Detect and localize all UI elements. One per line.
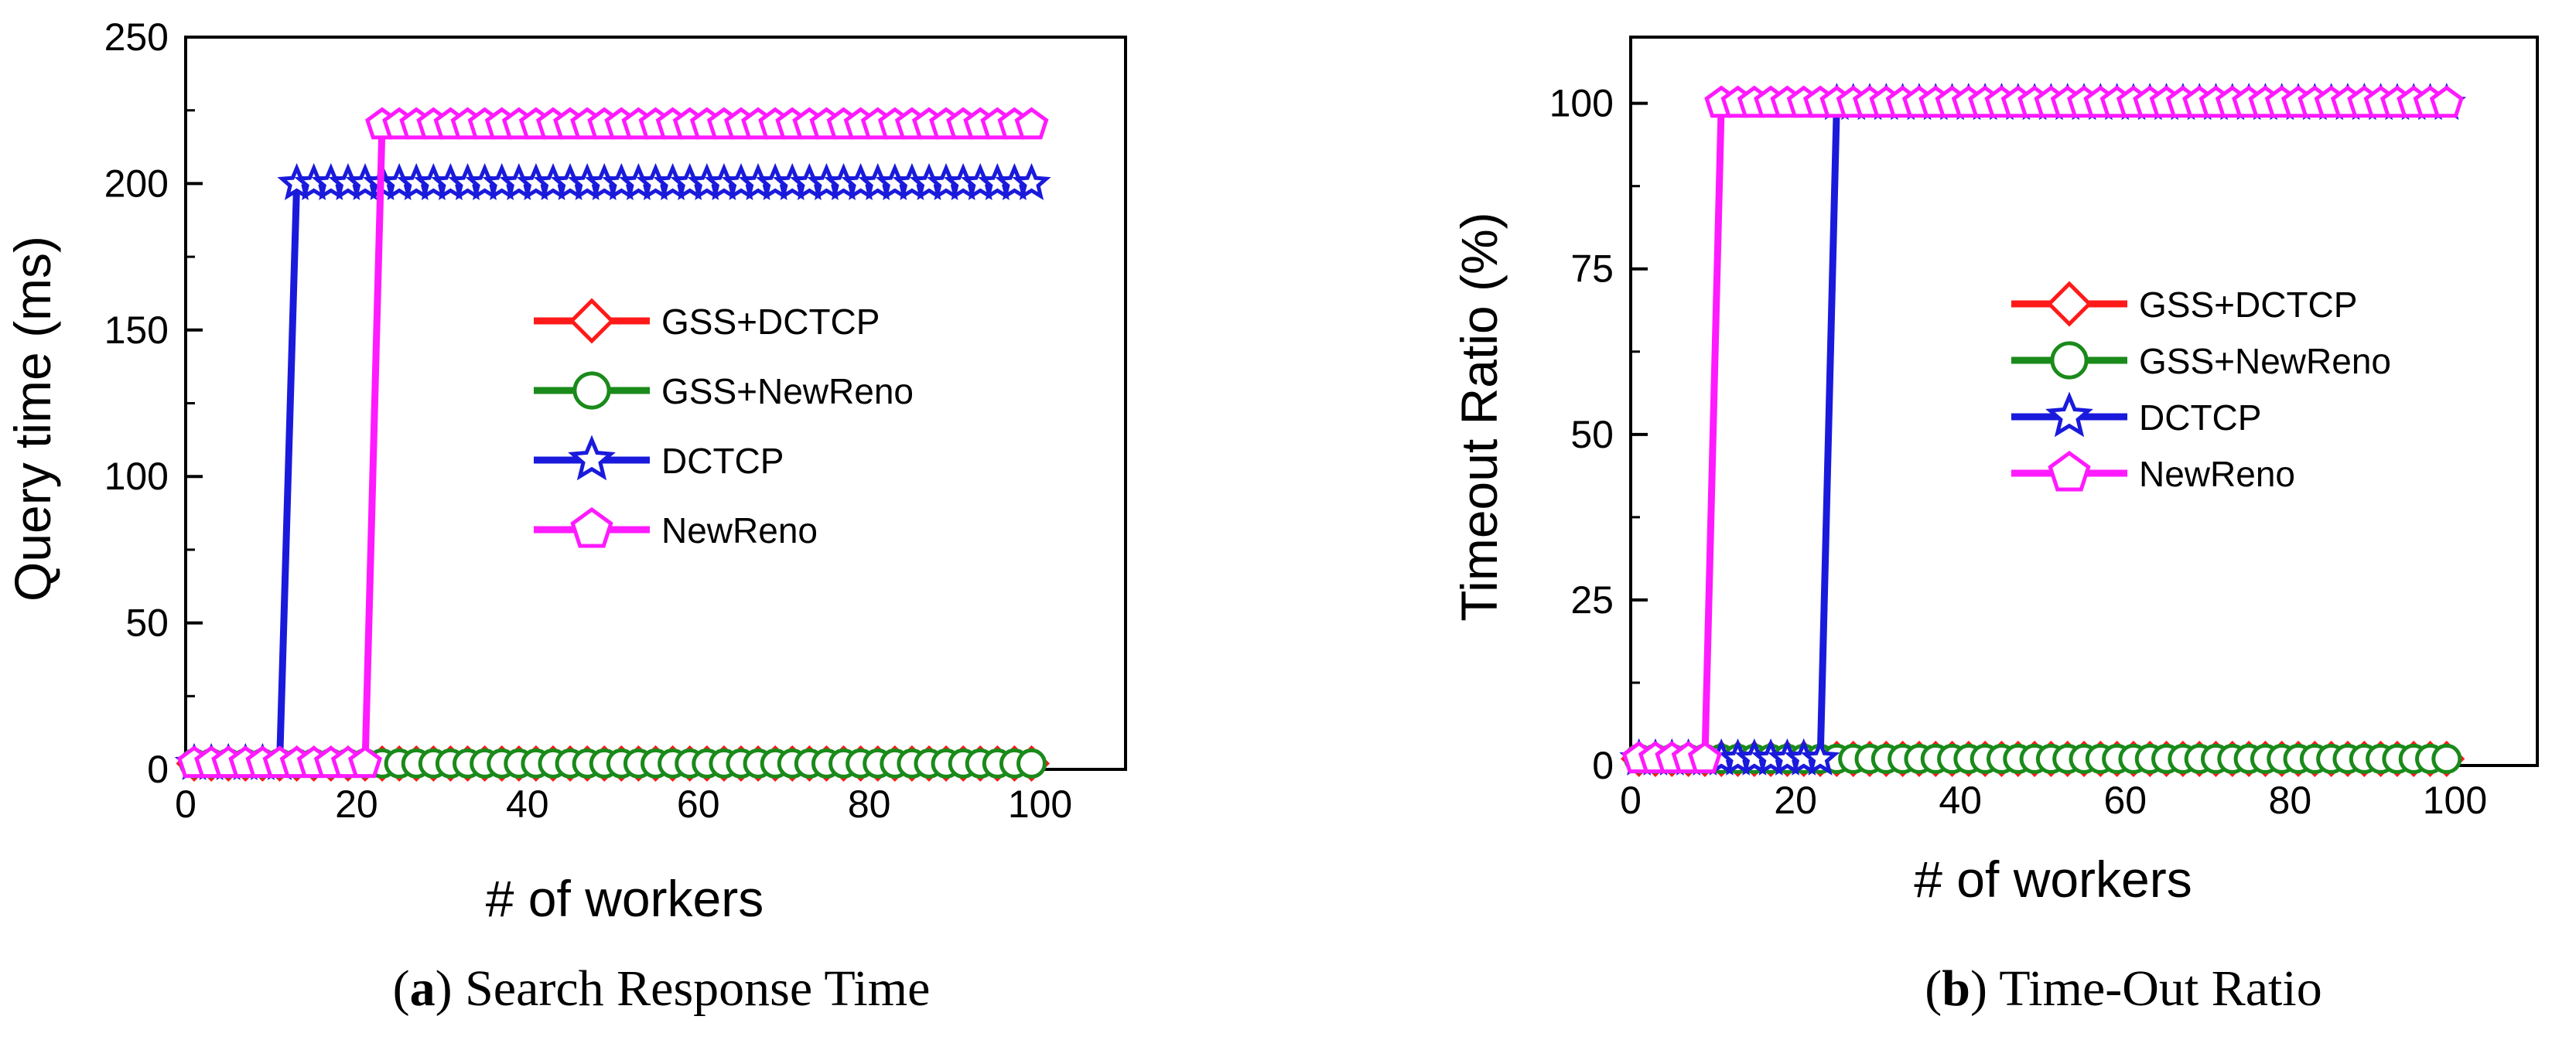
y-tick-label: 0	[1592, 744, 1614, 787]
chart-b: 0 20 40 60 80 100 0 25 50 75 100 # of workers Timeou…	[1450, 36, 2539, 1017]
y-tick-label: 50	[1570, 413, 1614, 456]
x-axis-label: # of workers	[1914, 851, 2192, 908]
caption-close: )	[1970, 960, 1987, 1017]
y-tick-label: 150	[104, 309, 169, 352]
figure-caption: (b) Time-Out Ratio	[1925, 960, 2321, 1017]
y-tick-label: 200	[104, 162, 169, 205]
caption-close: )	[436, 960, 453, 1017]
x-tick-label: 60	[2103, 779, 2147, 822]
series-line	[1638, 100, 2447, 762]
series-newreno	[177, 107, 1049, 779]
caption-letter: b	[1942, 960, 1970, 1017]
series-line	[194, 121, 1032, 767]
y-tick-label: 100	[104, 455, 169, 498]
legend-entry: GSS+DCTCP	[2011, 281, 2357, 327]
x-tick-label: 20	[335, 783, 378, 826]
caption-text: Search Response Time	[453, 960, 931, 1017]
legend-marker	[569, 298, 615, 344]
legend-entry: NewReno	[534, 506, 818, 551]
legend-entry: NewReno	[2011, 450, 2295, 494]
y-tick-label: 100	[1549, 82, 1614, 125]
series-newreno	[1621, 85, 2464, 774]
data-point	[347, 745, 382, 779]
legend-label: GSS+NewReno	[661, 371, 914, 411]
series-line	[1638, 100, 2447, 762]
legend-entry: DCTCP	[2011, 391, 2261, 438]
x-tick-label: 40	[1939, 779, 1982, 822]
y-axis-label: Timeout Ratio (%)	[1450, 212, 1508, 621]
caption-open: (	[1925, 960, 1942, 1017]
x-tick-label: 0	[175, 783, 196, 826]
x-tick-label: 40	[506, 783, 549, 826]
data-point	[1016, 748, 1047, 779]
legend-label: NewReno	[661, 510, 818, 551]
legend-label: GSS+DCTCP	[2139, 285, 2357, 325]
legend-marker	[2050, 341, 2089, 380]
legend-marker	[570, 506, 613, 548]
legend: GSS+DCTCP GSS+NewReno DCTCP NewReno	[534, 298, 914, 551]
x-tick-label: 100	[1008, 783, 1072, 826]
legend-label: GSS+NewReno	[2139, 341, 2391, 381]
x-axis-label: # of workers	[486, 870, 764, 927]
data-point	[2429, 85, 2464, 118]
figure-caption: (a) Search Response Time	[393, 960, 931, 1017]
data-point	[1014, 107, 1049, 140]
x-tick-label: 0	[1620, 779, 1642, 822]
legend-entry: GSS+NewReno	[534, 371, 914, 411]
legend-label: NewReno	[2139, 454, 2295, 494]
x-tick-label: 100	[2423, 779, 2487, 822]
y-tick-label: 0	[147, 748, 169, 791]
caption-open: (	[393, 960, 410, 1017]
series-dctcp	[1619, 83, 2466, 776]
legend-label: DCTCP	[661, 441, 784, 481]
plot-frame	[184, 36, 1127, 771]
series-dctcp	[174, 162, 1051, 780]
legend-label: DCTCP	[2139, 397, 2261, 438]
caption-text: Time-Out Ratio	[1987, 960, 2322, 1017]
legend-marker	[568, 435, 616, 481]
data-point	[1012, 162, 1051, 200]
data-point	[1687, 741, 1722, 774]
y-axis-label: Query time (ms)	[4, 236, 61, 602]
x-tick-label: 80	[2269, 779, 2312, 822]
x-tick-label: 80	[848, 783, 891, 826]
y-tick-label: 75	[1570, 247, 1614, 291]
series-line	[194, 179, 1032, 767]
legend-entry: GSS+DCTCP	[534, 298, 880, 344]
data-point	[1800, 738, 1840, 776]
y-tick-label: 50	[125, 602, 169, 645]
legend-label: GSS+DCTCP	[661, 302, 880, 342]
legend-marker	[2045, 391, 2093, 438]
legend-entry: GSS+NewReno	[2011, 341, 2391, 381]
legend-marker	[572, 371, 611, 410]
x-tick-label: 60	[677, 783, 720, 826]
plot-frame	[1629, 36, 2539, 767]
legend: GSS+DCTCP GSS+NewReno DCTCP NewReno	[2011, 281, 2391, 494]
x-tick-label: 20	[1774, 779, 1817, 822]
y-tick-label: 250	[104, 15, 169, 59]
legend-marker	[2048, 450, 2091, 492]
legend-entry: DCTCP	[534, 435, 784, 481]
chart-a: 0 20 40 60 80 100 0 50 100 150 200 250 # of workers Q…	[4, 15, 1127, 1017]
y-tick-label: 25	[1570, 578, 1614, 622]
data-point	[2431, 743, 2462, 774]
legend-marker	[2046, 281, 2093, 327]
caption-letter: a	[410, 960, 436, 1017]
